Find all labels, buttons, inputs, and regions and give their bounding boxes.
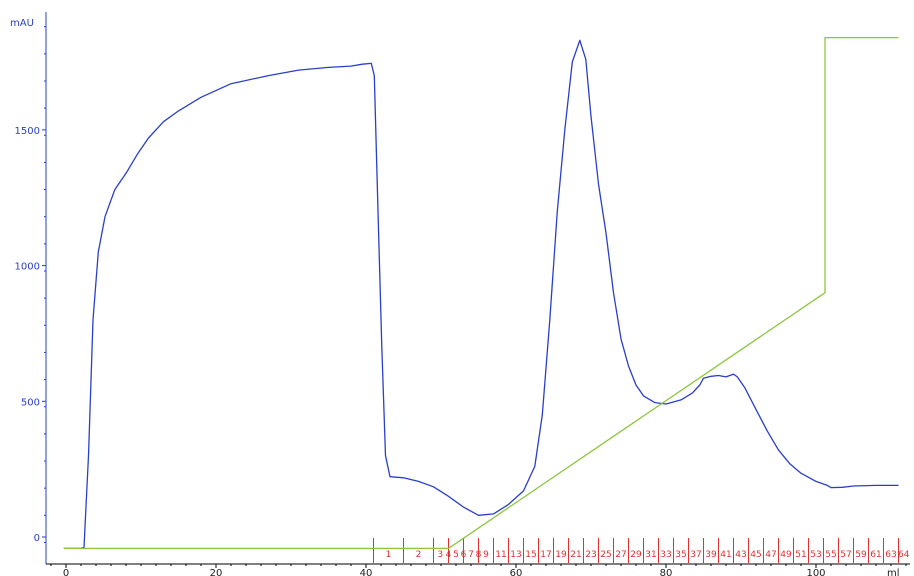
fraction-label: 8	[476, 550, 482, 560]
fraction-label: 17	[540, 550, 551, 560]
fraction-label: 4	[446, 550, 452, 560]
x-tick-label: 60	[510, 568, 523, 576]
fraction-label: 25	[600, 550, 611, 560]
x-tick-label: 100	[806, 568, 825, 576]
fraction-label: 21	[570, 550, 581, 560]
fraction-label: 9	[483, 550, 489, 560]
x-axis-unit-label: ml	[887, 568, 900, 576]
fraction-label: 3	[437, 550, 443, 560]
fraction-label: 47	[765, 550, 776, 560]
x-tick-label: 40	[360, 568, 373, 576]
fraction-label: 59	[855, 550, 867, 560]
fraction-label: 51	[795, 550, 806, 560]
fraction-label: 2	[416, 550, 422, 560]
axes	[45, 12, 910, 565]
fraction-label: 53	[810, 550, 821, 560]
gradient-trace	[63, 36, 899, 550]
fraction-label: 64	[898, 550, 910, 560]
fraction-label: 29	[630, 550, 642, 560]
fraction-label: 37	[690, 550, 701, 560]
fraction-label: 13	[510, 550, 521, 560]
fraction-label: 7	[468, 550, 474, 560]
fraction-label: 33	[660, 550, 671, 560]
x-tick-label: 0	[63, 568, 69, 576]
fraction-label: 11	[495, 550, 506, 560]
y-tick-label: 1500	[15, 126, 40, 137]
fraction-label: 57	[840, 550, 851, 560]
x-tick-label: 80	[660, 568, 673, 576]
fraction-label: 49	[780, 550, 792, 560]
uv-trace	[63, 39, 899, 550]
y-axis-unit-label: mAU	[10, 18, 34, 29]
y-tick-label: 0	[34, 533, 40, 544]
fraction-label: 6	[461, 550, 467, 560]
fraction-label: 35	[675, 550, 686, 560]
fraction-label: 31	[645, 550, 656, 560]
y-tick-label: 1000	[15, 262, 40, 273]
fraction-label: 19	[555, 550, 567, 560]
fraction-label: 41	[720, 550, 731, 560]
fraction-label: 1	[386, 550, 392, 560]
fraction-label: 27	[615, 550, 626, 560]
fraction-label: 63	[885, 550, 896, 560]
fraction-label: 43	[735, 550, 746, 560]
fraction-label: 5	[453, 550, 459, 560]
fraction-label: 23	[585, 550, 596, 560]
fraction-label: 15	[525, 550, 536, 560]
fraction-label: 55	[825, 550, 836, 560]
fraction-label: 61	[870, 550, 881, 560]
series-lines	[63, 36, 899, 550]
fraction-label: 45	[750, 550, 761, 560]
fraction-label: 39	[705, 550, 717, 560]
x-tick-label: 20	[210, 568, 223, 576]
axis-ticks: 0 500 1000 1500 0 20 40 60 80 100	[15, 26, 907, 576]
fraction-markers: 1 2 3 4 5 6 7 8 9 11 13 15 17 19 21 23 25 27 29 31 33 35 37 39 4…	[373, 538, 910, 563]
y-tick-label: 500	[21, 397, 40, 408]
